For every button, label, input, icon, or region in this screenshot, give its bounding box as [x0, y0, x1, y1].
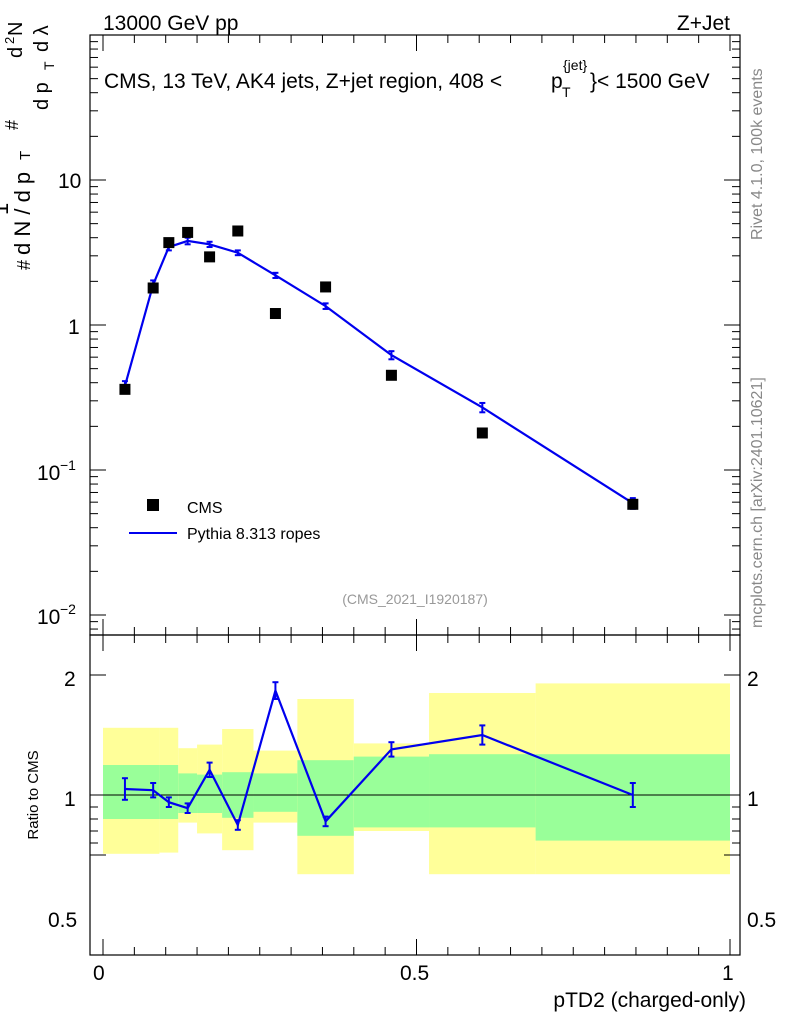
cms-data-point: [320, 281, 332, 293]
svg-text:1: 1: [0, 203, 13, 215]
cms-data-point: [163, 237, 175, 249]
ratio-y-tick-label-left-2: 2: [64, 668, 76, 691]
y-tick-label-1: 1: [68, 316, 80, 339]
mc-series: [121, 236, 636, 510]
cms-data-point: [627, 498, 639, 510]
ratio-y-tick-label-right-2: 2: [747, 668, 759, 691]
mcplots-label: mcplots.cern.ch [arXiv:2401.10621]: [749, 377, 766, 628]
ratio-y-tick-label-right-1: 1: [747, 788, 759, 811]
band-green: [178, 773, 198, 813]
svg-text:p: p: [551, 70, 563, 93]
y-tick-label-1e-2-base: 10: [37, 606, 60, 629]
main-panel: 10 10 −1 1 10 −2 # d N / d p T 1 # d p T…: [0, 22, 741, 636]
analysis-tag: (CMS_2021_I1920187): [342, 591, 488, 607]
cms-data-point: [204, 251, 216, 263]
band-green: [159, 765, 179, 819]
y-tick-label-10: 10: [58, 170, 81, 193]
cms-data-point: [182, 226, 194, 238]
svg-text:T: T: [17, 151, 34, 160]
cms-data-points: [119, 225, 639, 510]
ratio-y-tick-label-left-1: 1: [64, 788, 76, 811]
x-axis-label: pTD2 (charged-only): [553, 989, 746, 1012]
svg-text:d: d: [5, 47, 27, 58]
legend: CMS Pythia 8.313 ropes: [129, 499, 320, 543]
ratio-series: [121, 681, 636, 831]
main-frame: [89, 34, 741, 636]
band-green: [197, 774, 223, 813]
svg-text:d N / d p: d N / d p: [10, 172, 35, 255]
x-tick-label-0.5: 0.5: [400, 962, 429, 985]
svg-text:CMS, 13 TeV, AK4 jets, Z+jet r: CMS, 13 TeV, AK4 jets, Z+jet region, 408…: [104, 70, 502, 93]
svg-text:#: #: [2, 120, 22, 130]
svg-text:d p: d p: [31, 82, 53, 110]
legend-cms-label: CMS: [187, 500, 223, 517]
x-tick-label-1: 1: [722, 962, 734, 985]
cms-data-point: [147, 282, 159, 294]
legend-cms-marker: [147, 499, 159, 511]
main-y-label: # d N / d p T 1 # d p T d λ d 2 N: [0, 22, 57, 270]
legend-pythia-label: Pythia 8.313 ropes: [187, 526, 320, 543]
band-green: [253, 773, 298, 812]
svg-text:{jet}: {jet}: [563, 57, 587, 73]
svg-text:#: #: [14, 260, 34, 270]
ratio-y-tick-label-left-0.5: 0.5: [48, 909, 77, 932]
svg-text:T: T: [41, 61, 57, 70]
cms-data-point: [119, 383, 131, 395]
ratio-panel: 0.5 1 2 0.5 1 2 0 0.5 1 Ratio to CMS pTD…: [25, 634, 776, 1012]
cms-data-point: [385, 369, 397, 381]
ratio-y-tick-label-right-0.5: 0.5: [747, 909, 776, 932]
cms-data-point: [476, 427, 488, 439]
main-axis-ticks: [90, 34, 740, 635]
header-right: Z+Jet: [677, 12, 730, 35]
y-tick-label-1e-2-exp: −2: [60, 601, 76, 617]
svg-text:}< 1500 GeV: }< 1500 GeV: [590, 70, 710, 93]
cms-data-point: [269, 308, 281, 320]
header-left: 13000 GeV pp: [103, 12, 238, 35]
svg-text:T: T: [562, 84, 571, 100]
mc-line: [123, 239, 634, 505]
main-title: CMS, 13 TeV, AK4 jets, Z+jet region, 408…: [104, 57, 710, 100]
ratio-axis-ticks: [90, 635, 740, 955]
band-green: [353, 756, 430, 828]
ratio-y-label: Ratio to CMS: [25, 750, 42, 839]
svg-text:N: N: [5, 22, 27, 36]
band-green: [103, 765, 160, 819]
band-green: [429, 754, 536, 828]
main-y-tick-labels: 10 10 −1 1 10 −2: [37, 170, 81, 629]
cms-data-point: [232, 225, 244, 237]
x-tick-label-0: 0: [93, 962, 105, 985]
svg-text:d λ: d λ: [31, 25, 53, 52]
ratio-bands: [103, 683, 730, 875]
svg-text:2: 2: [2, 37, 17, 44]
y-tick-label-1e-1-exp: −1: [60, 457, 76, 473]
rivet-label: Rivet 4.1.0, 100k events: [749, 68, 766, 240]
y-tick-label-1e-1-base: 10: [37, 462, 60, 485]
